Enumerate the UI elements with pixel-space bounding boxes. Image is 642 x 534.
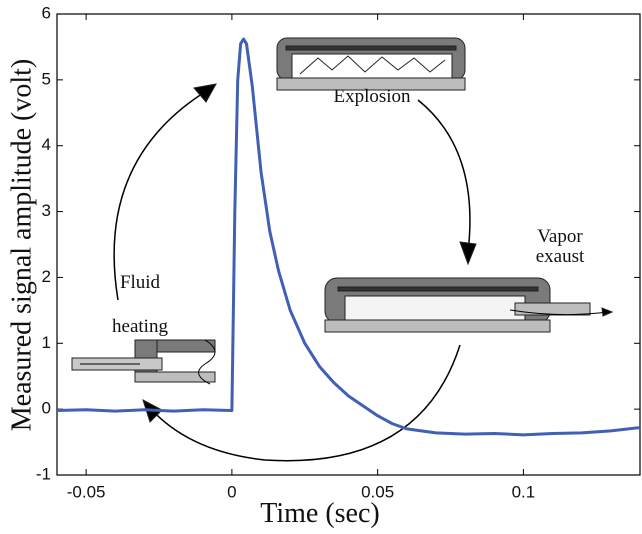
annotation: Vapor — [537, 226, 583, 247]
device-plate — [285, 45, 457, 51]
device-plate — [337, 286, 539, 292]
y-tick-label: 0 — [42, 399, 51, 418]
cycle-arrow — [113, 89, 209, 301]
y-tick-label: 1 — [42, 333, 51, 352]
y-tick-label: 4 — [42, 135, 51, 154]
x-axis-label: Time (sec) — [260, 498, 380, 529]
x-tick-label: 0 — [227, 482, 236, 501]
cycle-arrow — [149, 344, 461, 462]
y-tick-label: 3 — [42, 201, 51, 220]
plot-frame — [56, 13, 641, 476]
cycle-arrowhead — [459, 241, 477, 266]
vapor-tube — [514, 302, 591, 316]
x-tick-label: 0.1 — [512, 482, 536, 501]
y-tick-label: 6 — [42, 3, 51, 22]
cycle-arrow — [417, 99, 471, 253]
vapor-arrowhead — [601, 307, 614, 317]
y-tick-label: -1 — [36, 464, 51, 483]
vapor-arrow — [509, 309, 609, 316]
break-line — [198, 339, 216, 385]
annotation: heating — [112, 316, 168, 337]
y-tick-label: 2 — [42, 267, 51, 286]
annotation: Fluid — [120, 272, 161, 293]
x-tick-label: -0.05 — [67, 482, 106, 501]
annotation: exaust — [536, 246, 585, 267]
illustrations — [71, 37, 614, 462]
device-base — [324, 319, 551, 333]
device-base — [134, 371, 216, 383]
device-chamber — [344, 295, 526, 321]
explosion-mark — [299, 55, 446, 75]
x-tick-label: 0.05 — [361, 482, 394, 501]
annotation: Explosion — [333, 86, 411, 107]
y-tick-label: 5 — [42, 69, 51, 88]
signal-line — [56, 37, 641, 437]
y-axis-label: Measured signal amplitude (volt) — [6, 59, 37, 431]
cycle-arrowhead — [193, 83, 217, 103]
